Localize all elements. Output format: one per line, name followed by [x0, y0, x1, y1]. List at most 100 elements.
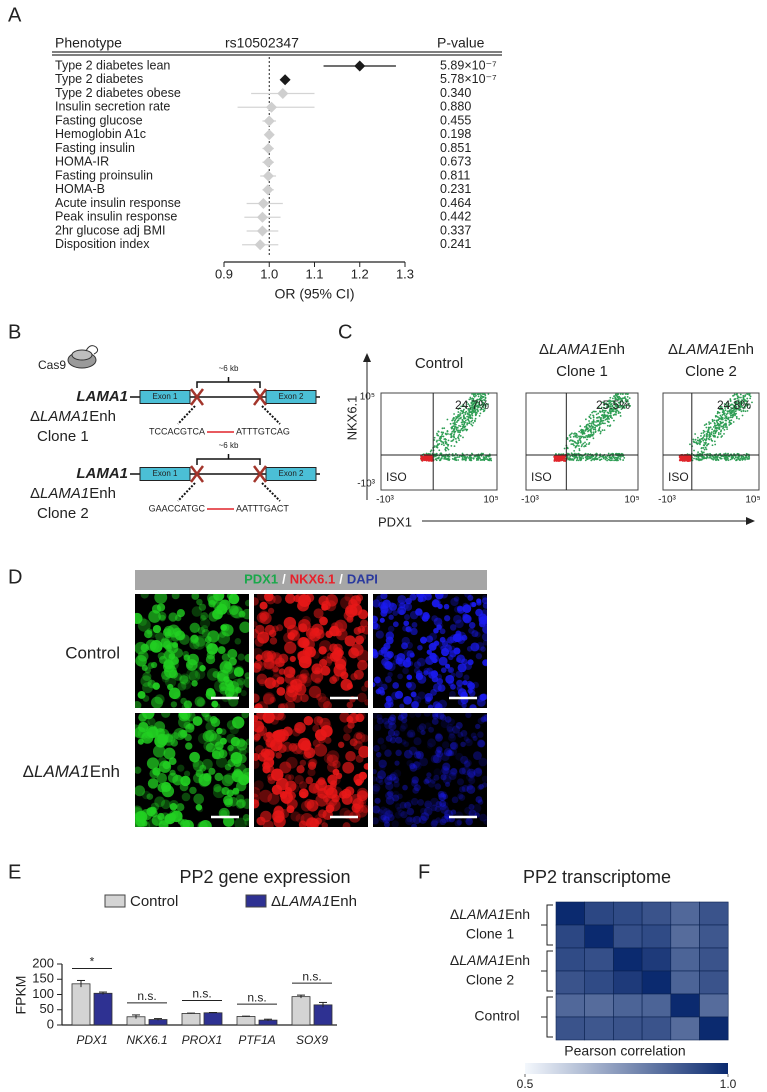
- significance-label: n.s.: [137, 989, 156, 1003]
- cell: [289, 655, 296, 663]
- cell: [420, 812, 430, 821]
- event: [592, 416, 595, 419]
- cell: [413, 784, 421, 792]
- cell: [181, 713, 189, 720]
- event: [582, 432, 584, 435]
- event: [463, 415, 465, 418]
- event: [615, 413, 617, 416]
- cell: [455, 721, 463, 729]
- event: [588, 424, 591, 427]
- cell: [462, 614, 471, 623]
- cell: [218, 599, 229, 610]
- cell: [147, 629, 157, 639]
- event: [697, 442, 700, 445]
- cell: [413, 761, 422, 770]
- cell: [187, 653, 199, 666]
- event: [457, 414, 460, 416]
- event: [581, 455, 584, 458]
- cell: [192, 773, 204, 784]
- event: [457, 435, 460, 437]
- iso-event: [423, 458, 426, 461]
- iso-event: [557, 457, 560, 460]
- event: [439, 435, 442, 438]
- cell: [373, 805, 381, 814]
- event-cloud: [678, 393, 753, 462]
- cell: [483, 714, 487, 722]
- heatmap-cell: [584, 947, 614, 972]
- event: [464, 413, 467, 416]
- cell: [316, 716, 324, 724]
- cell: [217, 631, 231, 645]
- cell: [178, 729, 188, 739]
- event: [442, 435, 445, 438]
- cell: [440, 805, 449, 814]
- event: [722, 413, 725, 415]
- cell: [284, 774, 292, 781]
- cell: [386, 774, 393, 781]
- cell: [307, 768, 316, 777]
- event: [475, 399, 477, 402]
- event: [733, 393, 736, 396]
- heatmap-cell: [613, 993, 643, 1018]
- event: [741, 406, 744, 409]
- cell: [208, 611, 219, 622]
- event: [470, 420, 473, 423]
- event: [719, 452, 722, 455]
- event: [475, 413, 478, 416]
- isotype-label: ISO: [531, 470, 552, 484]
- row-label-part: LAMA1: [459, 952, 505, 968]
- cell: [389, 772, 398, 781]
- cell: [475, 723, 481, 730]
- cell: [254, 733, 261, 741]
- event: [729, 458, 732, 461]
- event: [464, 419, 467, 422]
- cell: [373, 745, 380, 752]
- cell: [292, 693, 303, 703]
- phenotype-label: Disposition index: [55, 237, 150, 251]
- event: [709, 426, 712, 429]
- event: [719, 414, 722, 417]
- cell: [397, 673, 403, 680]
- event: [589, 417, 592, 420]
- cell: [140, 643, 149, 653]
- event: [595, 416, 598, 419]
- cell: [377, 770, 387, 780]
- event: [620, 408, 623, 411]
- cell: [235, 780, 247, 792]
- cell: [259, 612, 272, 625]
- gate-percent: 25.5%: [596, 398, 630, 412]
- cell: [260, 810, 272, 823]
- cell: [382, 815, 391, 824]
- cell: [427, 738, 436, 748]
- event: [458, 417, 461, 420]
- event: [455, 428, 458, 431]
- y-tick-label: 10⁵: [360, 392, 375, 403]
- cell: [173, 648, 184, 658]
- event: [736, 456, 739, 459]
- event: [572, 458, 575, 461]
- phenotype-label: Acute insulin response: [55, 196, 181, 210]
- cell: [313, 608, 324, 619]
- event: [718, 418, 721, 420]
- event: [476, 393, 479, 395]
- phenotype-label: Type 2 diabetes: [55, 72, 143, 86]
- cell-layer: [373, 713, 487, 827]
- event: [477, 458, 480, 461]
- event: [743, 401, 745, 403]
- iso-event: [559, 459, 563, 462]
- event: [624, 398, 627, 400]
- cell: [242, 814, 249, 822]
- cell: [200, 612, 209, 620]
- cell: [254, 736, 260, 743]
- event: [712, 426, 715, 428]
- event: [470, 401, 473, 404]
- cell: [267, 792, 280, 805]
- cell: [267, 607, 275, 615]
- cell: [470, 732, 477, 739]
- event: [471, 419, 474, 422]
- cell: [384, 720, 393, 730]
- cell: [135, 701, 142, 708]
- odds-ratio-marker: [262, 143, 274, 154]
- event: [484, 407, 486, 410]
- event: [692, 440, 695, 443]
